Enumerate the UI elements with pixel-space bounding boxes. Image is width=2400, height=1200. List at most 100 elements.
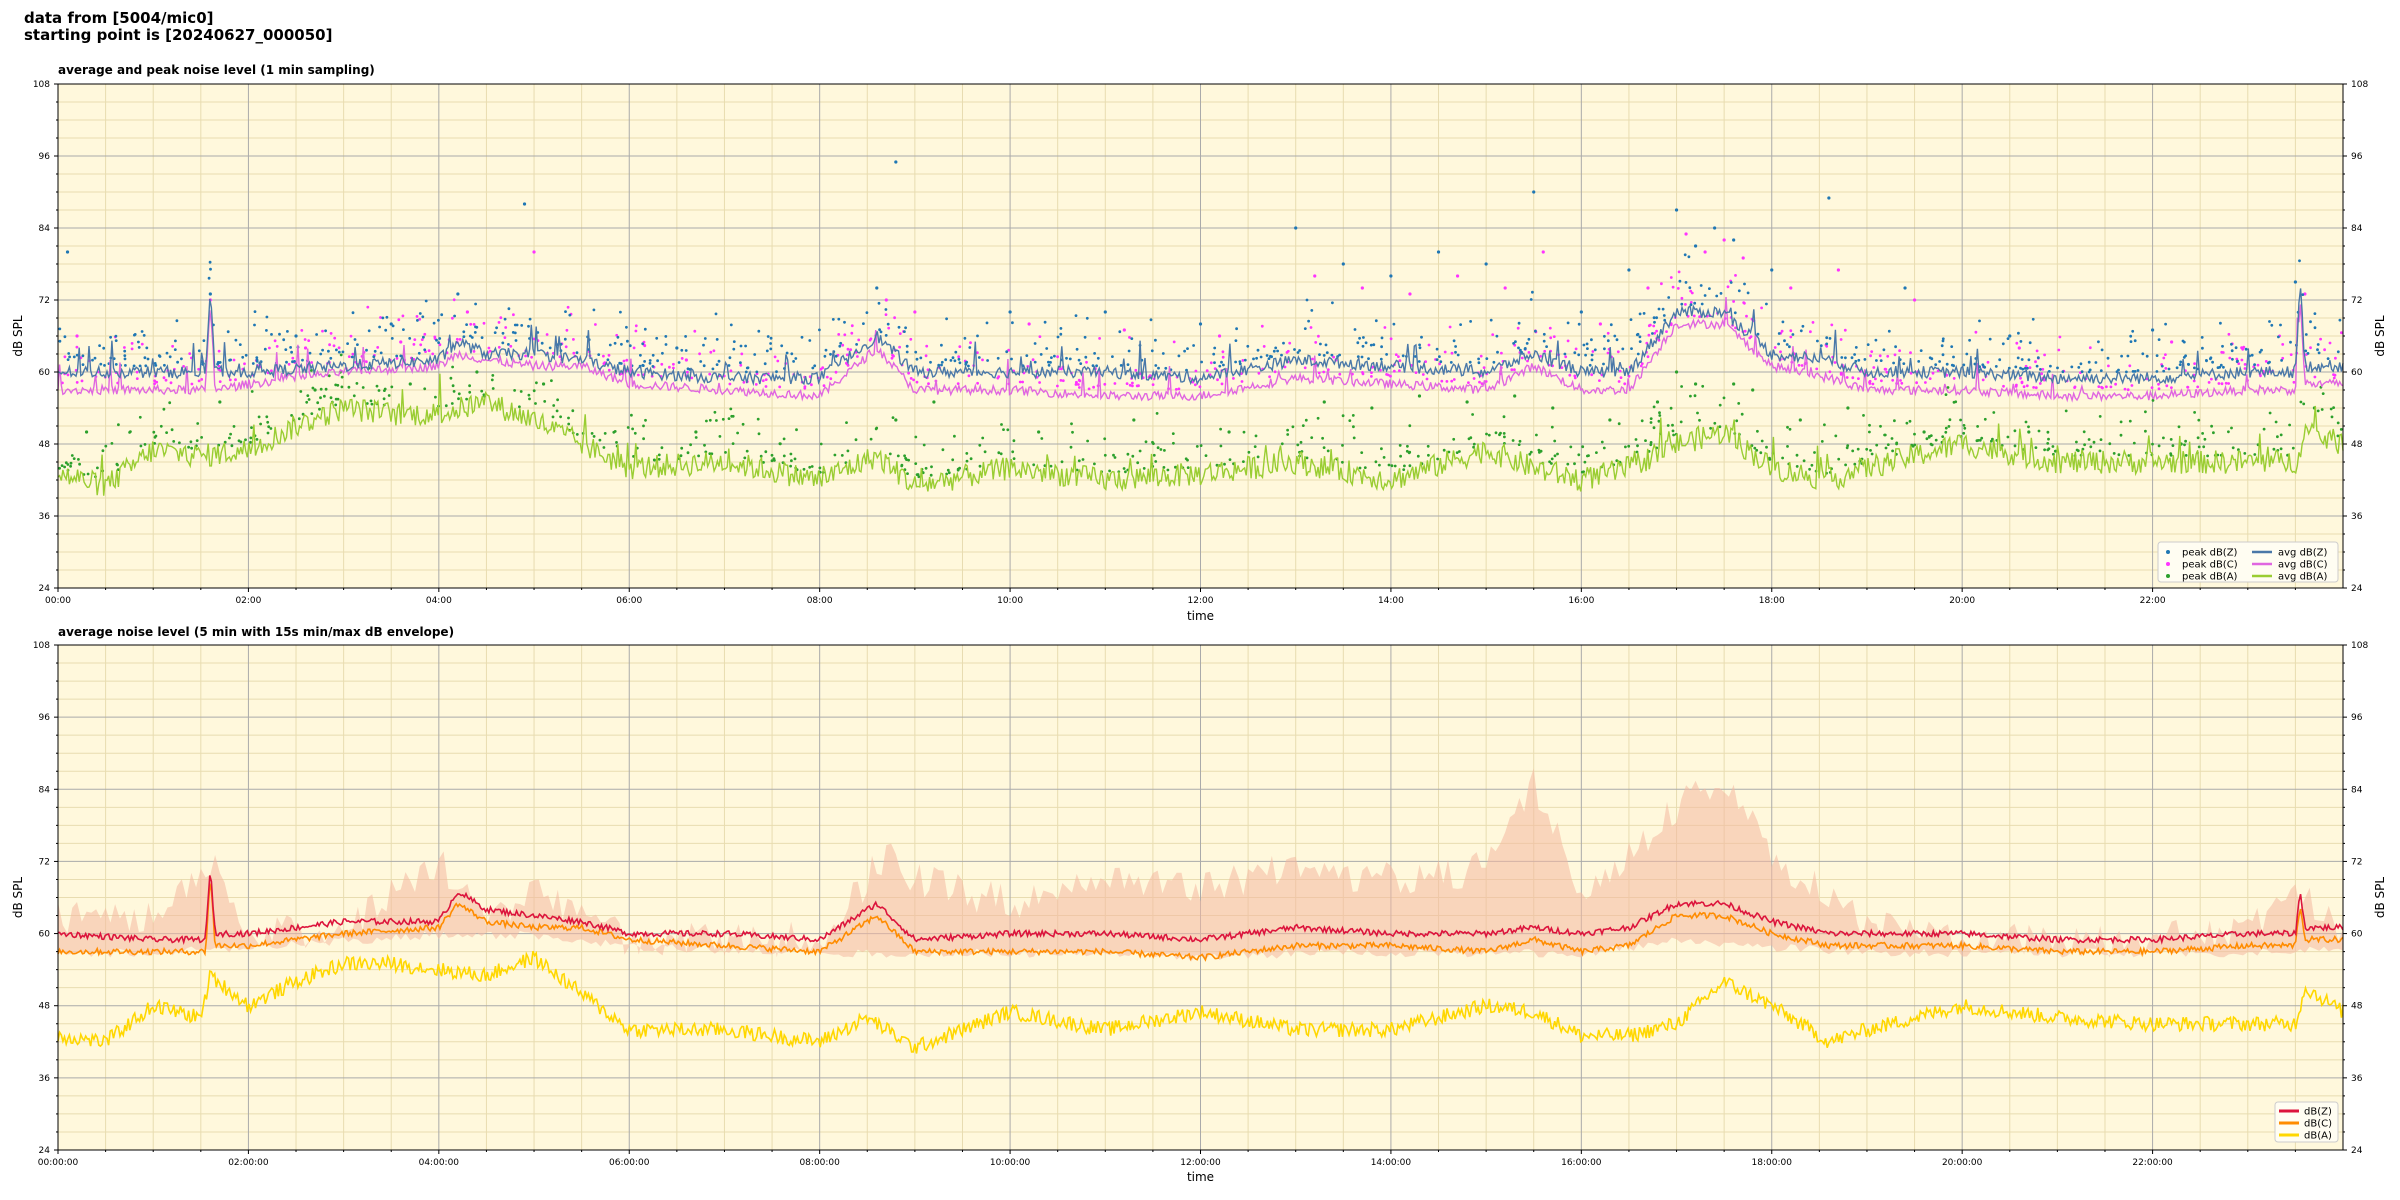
peak-point [229, 432, 233, 436]
peak-point [1583, 460, 1587, 464]
peak-point [250, 390, 254, 393]
peak-point [2207, 381, 2211, 384]
peak-point [1756, 429, 1759, 433]
peak-point [1899, 379, 1902, 382]
peak-point [1095, 364, 1098, 368]
peak-point [482, 321, 486, 325]
panel1-title: average and peak noise level (1 min samp… [58, 63, 375, 77]
peak-point [66, 373, 70, 377]
peak-point [1517, 346, 1520, 350]
peak-point [1846, 406, 1850, 410]
series-db-a- [57, 950, 2344, 1054]
peak-point [1033, 360, 1037, 364]
peak-point [1138, 449, 1142, 453]
peak-point [1380, 345, 1383, 349]
peak-point [2155, 354, 2159, 357]
peak-point [427, 349, 431, 353]
peak-point [1174, 465, 1177, 469]
peak-point [499, 316, 503, 320]
peak-point [2131, 370, 2135, 373]
peak-point [77, 458, 80, 461]
peak-point [1438, 355, 1441, 358]
peak-point [672, 362, 675, 366]
peak-point [1653, 331, 1657, 335]
x-tick-label: 04:00:00 [419, 1158, 460, 1168]
peak-point [1781, 320, 1785, 324]
peak-point [1131, 384, 1134, 388]
peak-point [2107, 364, 2110, 368]
peak-point [684, 358, 688, 362]
peak-point [551, 415, 555, 419]
peak-point [1472, 442, 1476, 446]
peak-point [2196, 385, 2200, 389]
peak-point [1898, 349, 1901, 353]
peak-point [1801, 324, 1805, 328]
peak-point [1405, 449, 1409, 453]
peak-point [2129, 334, 2133, 338]
peak-point [2034, 360, 2037, 364]
peak-point [1503, 286, 1507, 290]
peak-point [159, 424, 163, 428]
peak-point [1478, 380, 1481, 384]
peak-point [310, 361, 313, 364]
peak-point [1511, 439, 1515, 442]
peak-point [1903, 286, 1907, 290]
peak-point [457, 392, 461, 396]
peak-point [1870, 452, 1874, 456]
peak-point [1103, 437, 1107, 441]
peak-point [2336, 421, 2340, 425]
peak-point [1071, 430, 1074, 434]
peak-point [163, 363, 166, 367]
peak-point [291, 356, 295, 360]
peak-point [2027, 358, 2031, 362]
peak-point [2092, 440, 2096, 444]
peak-point [2179, 360, 2183, 364]
peak-point [2340, 331, 2343, 335]
peak-point [887, 326, 891, 330]
peak-point [1086, 439, 1089, 443]
peak-point [567, 416, 570, 420]
peak-point [384, 328, 388, 332]
peak-point [953, 359, 957, 363]
peak-point [170, 428, 174, 432]
peak-point [790, 352, 794, 356]
peak-point [541, 382, 546, 386]
peak-point [1617, 380, 1621, 383]
peak-point [985, 321, 989, 325]
peak-point [1844, 356, 1847, 360]
x-tick-label: 10:00 [997, 596, 1023, 606]
peak-point [1469, 320, 1472, 323]
peak-point [75, 381, 79, 384]
x-tick-label: 18:00 [1759, 596, 1785, 606]
peak-point [598, 438, 602, 442]
peak-point [914, 435, 918, 439]
peak-point [694, 436, 698, 439]
peak-point [209, 267, 212, 271]
peak-point [552, 404, 556, 407]
peak-point [775, 370, 778, 374]
y-tick-label-left: 60 [39, 368, 51, 378]
peak-point [339, 353, 343, 357]
peak-point [438, 343, 442, 347]
peak-point [2170, 340, 2174, 344]
peak-point [907, 458, 910, 462]
peak-point [2008, 334, 2012, 338]
peak-point [1078, 386, 1081, 389]
peak-point [1068, 357, 1072, 361]
peak-point [58, 327, 62, 331]
peak-point [1164, 366, 1168, 370]
peak-point [534, 402, 537, 405]
peak-point [1317, 371, 1321, 375]
peak-point [736, 431, 739, 435]
peak-point [657, 457, 661, 461]
peak-point [1617, 422, 1621, 426]
peak-point [1828, 370, 1832, 374]
peak-point [1228, 458, 1232, 461]
peak-point [315, 333, 318, 336]
peak-point [728, 382, 732, 386]
peak-point [2141, 352, 2145, 356]
peak-point [1678, 279, 1682, 283]
peak-point [2205, 359, 2208, 362]
peak-point [838, 344, 842, 348]
peak-point [1162, 466, 1166, 469]
